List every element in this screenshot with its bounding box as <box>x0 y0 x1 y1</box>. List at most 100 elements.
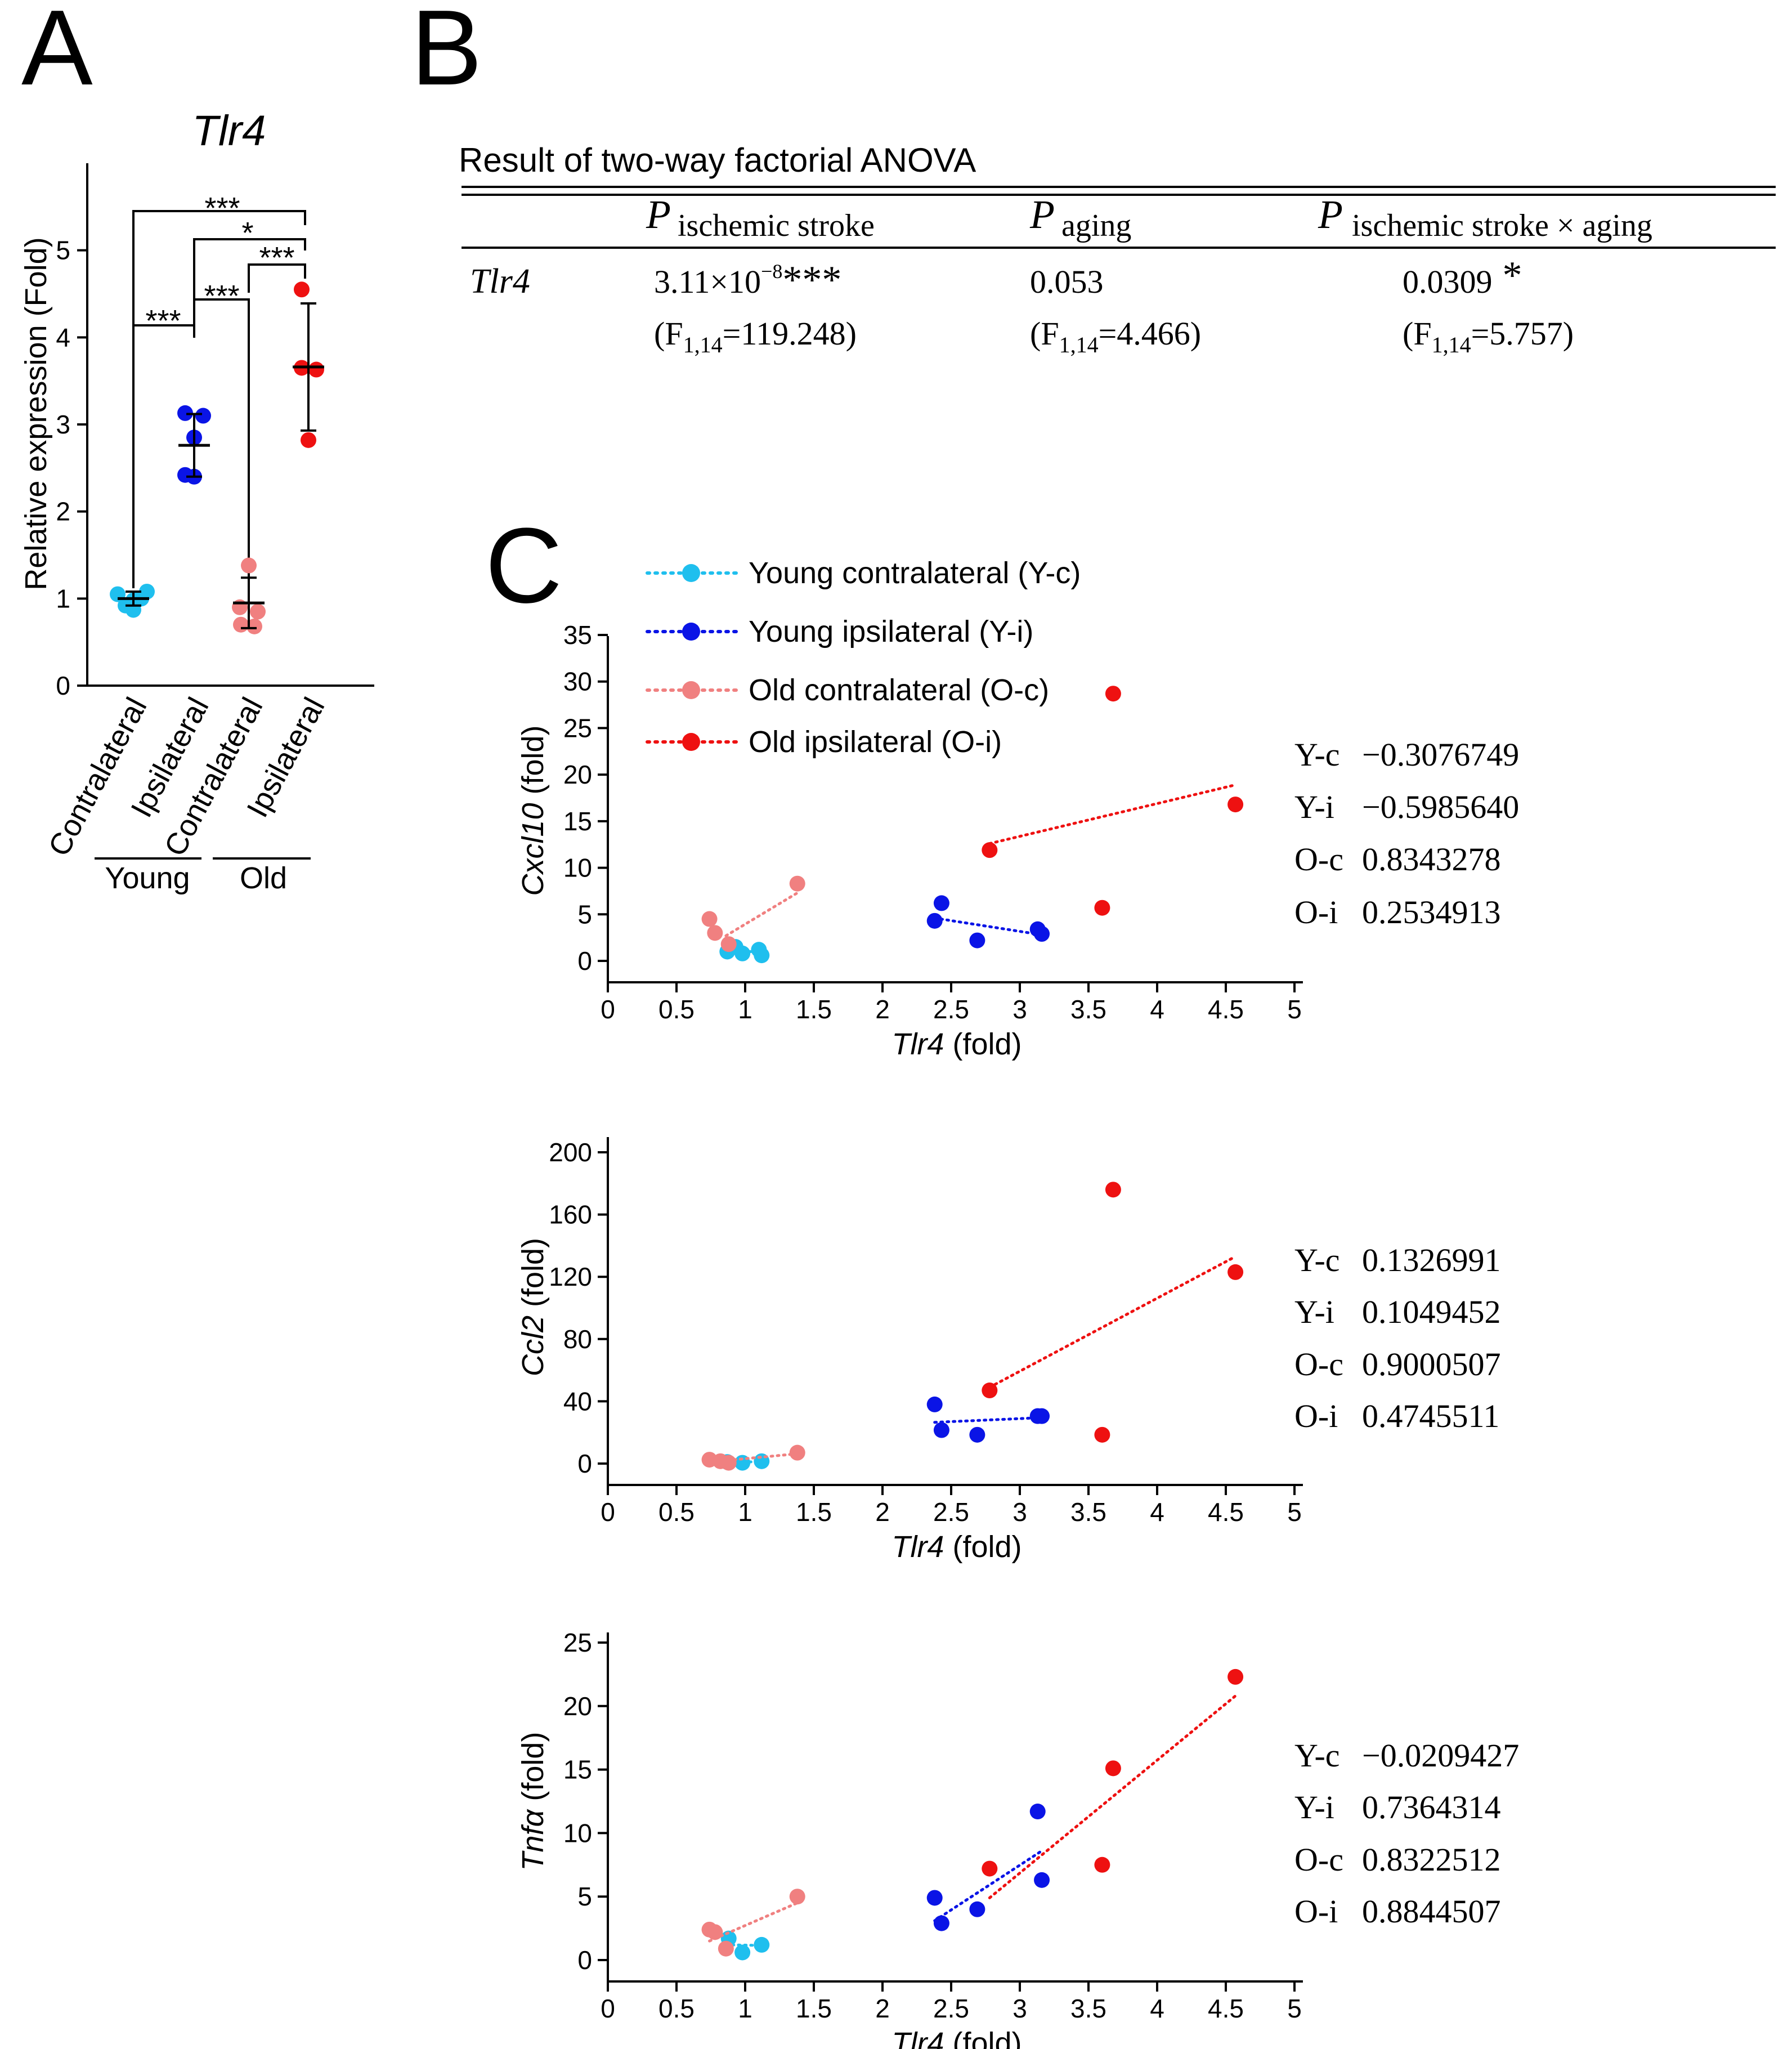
scatter-point-o-c <box>720 936 737 952</box>
scatter-point-o-i <box>1094 1856 1110 1873</box>
scatter-cxcl10: 0 5 10 15 20 25 30 35 0 0.5 1 1.5 2 2.5 3 3.5 4 4.5 5 Tlr4 … <box>516 620 1519 1061</box>
panel-a-points <box>110 281 324 634</box>
scatter-xtick-label: 0 <box>601 995 615 1024</box>
trend-line-y-i <box>933 916 1043 937</box>
scatter-ccl2: 0 40 80 120 160 200 0 0.5 1 1.5 2 2.5 3 3.5 4 4.5 5 Tlr4 … <box>516 1137 1501 1564</box>
scatter-ytick-label: 35 <box>563 620 592 650</box>
corr-label-y-c: Y-c <box>1294 1737 1340 1774</box>
anova-f-interaction: (F1,14=5.757) <box>1403 315 1574 357</box>
legend-label-o-i: Old ipsilateral (O-i) <box>749 725 1002 759</box>
scatter-xtick-label: 3 <box>1013 995 1027 1024</box>
scatter-point-y-i <box>933 895 949 911</box>
scatter-xtick-label: 2.5 <box>933 1994 969 2023</box>
corr-label-y-c: Y-c <box>1294 1242 1340 1278</box>
scatter-xtick-label: 3 <box>1013 1994 1027 2023</box>
corr-value-o-i: 0.2534913 <box>1362 894 1501 930</box>
scatter-xtick-label: 4.5 <box>1208 995 1244 1024</box>
panel-a-axes: 0 1 2 3 4 5 <box>56 163 374 700</box>
scatter-point-y-i <box>1034 926 1050 942</box>
scatter-xtick-label: 5 <box>1287 995 1302 1024</box>
scatter-xtick-label: 2 <box>875 1994 890 2023</box>
scatter-ytick-label: 80 <box>563 1325 592 1354</box>
scatter-ytick-label: 0 <box>577 946 592 976</box>
panel-label-c: C <box>485 506 562 625</box>
anova-f-ischemic-stroke: (F1,14=119.248) <box>654 315 857 357</box>
anova-row-gene: Tlr4 <box>470 262 530 301</box>
scatter-xlabel: Tlr4 (fold) <box>891 1530 1022 1564</box>
panel-a-point-o-i <box>294 281 310 298</box>
scatter-xtick-label: 4 <box>1150 995 1164 1024</box>
legend-marker-y-c <box>682 564 700 582</box>
scatter-point-o-c <box>789 1889 805 1905</box>
scatter-xtick-label: 0 <box>601 1497 615 1527</box>
corr-label-y-i: Y-i <box>1294 1294 1334 1330</box>
corr-value-y-c: 0.1326991 <box>1362 1242 1501 1278</box>
scatter-point-o-i <box>1105 686 1121 702</box>
scatter-point-o-i <box>1105 1182 1121 1198</box>
scatter-point-o-i <box>982 1860 998 1877</box>
scatter-xtick-label: 2.5 <box>933 995 969 1024</box>
anova-p-interaction: 0.0309 * <box>1403 254 1522 300</box>
scatter-xtick-label: 5 <box>1287 1497 1302 1527</box>
scatter-tnfa: 0 5 10 15 20 25 0 0.5 1 1.5 2 2.5 3 3.5 4 4.5 5 Tlr4 (fol… <box>516 1628 1519 2049</box>
panel-label-b: B <box>411 0 482 108</box>
scatter-ytick-label: 5 <box>577 1882 592 1911</box>
scatter-point-y-i <box>926 912 943 929</box>
trend-line-y-i <box>933 1849 1043 1922</box>
scatter-xtick-label: 0.5 <box>658 1994 695 2023</box>
scatter-point-y-c <box>754 947 770 964</box>
sig-young-ipsi-vs-old-ipsi: * <box>241 216 253 250</box>
scatter-ytick-label: 25 <box>563 713 592 742</box>
corr-value-y-i: 0.1049452 <box>1362 1294 1501 1330</box>
scatter-point-o-c <box>789 875 805 892</box>
scatter-point-y-i <box>1029 1804 1046 1820</box>
category-label-young-contralateral: Contralateral <box>42 692 153 861</box>
scatter-point-o-c <box>718 1940 734 1957</box>
scatter-point-y-i <box>969 932 985 949</box>
corr-label-o-c: O-c <box>1294 841 1343 878</box>
trend-line-o-i <box>988 783 1237 845</box>
corr-value-o-c: 0.9000507 <box>1362 1346 1501 1383</box>
scatter-point-o-i <box>982 842 998 858</box>
scatter-point-y-c <box>734 945 751 961</box>
trend-line-o-i <box>988 1255 1237 1389</box>
sig-young-contra-vs-young-ipsi: *** <box>145 304 181 338</box>
scatter-ytick-label: 25 <box>563 1628 592 1657</box>
panel-a: Tlr4 Relative expression (Fold) 0 1 2 3 4 5 *… <box>19 107 374 895</box>
legend-marker-o-c <box>682 681 700 699</box>
panel-a-ytick-label: 0 <box>56 671 70 700</box>
panel-a-point-y-i <box>177 405 193 421</box>
scatter-point-o-i <box>1094 900 1110 916</box>
corr-value-o-c: 0.8322512 <box>1362 1841 1501 1878</box>
scatter-point-o-i <box>1227 1264 1244 1280</box>
trend-line-o-i <box>988 1694 1237 1899</box>
scatter-ytick-label: 15 <box>563 1755 592 1784</box>
panel-a-ytick-label: 4 <box>56 323 70 352</box>
scatter-xtick-label: 1.5 <box>796 1497 832 1527</box>
panel-label-a: A <box>21 0 93 108</box>
scatter-xtick-label: 3.5 <box>1070 1994 1106 2023</box>
scatter-xtick-label: 1.5 <box>796 995 832 1024</box>
panel-a-point-o-c <box>247 618 262 634</box>
scatter-ylabel: Ccl2 (fold) <box>516 1238 550 1376</box>
corr-label-y-c: Y-c <box>1294 736 1340 773</box>
scatter-xtick-label: 0.5 <box>658 995 695 1024</box>
panel-a-ytick-label: 3 <box>56 410 70 439</box>
scatter-xtick-label: 1 <box>738 1497 752 1527</box>
scatter-xlabel: Tlr4 (fold) <box>891 1027 1022 1061</box>
legend-marker-y-i <box>682 623 700 641</box>
trend-line-y-i <box>933 1416 1043 1424</box>
scatter-ytick-label: 15 <box>563 807 592 836</box>
group-label-young: Young <box>105 861 190 895</box>
panel-a-point-o-i <box>308 361 324 378</box>
corr-label-o-c: O-c <box>1294 1346 1343 1383</box>
scatter-xtick-label: 3 <box>1013 1497 1027 1527</box>
scatter-ytick-label: 10 <box>563 853 592 883</box>
scatter-point-y-i <box>933 1422 949 1438</box>
scatter-point-y-i <box>969 1426 985 1443</box>
scatter-axes <box>607 1137 1303 1486</box>
scatter-xtick-label: 1 <box>738 995 752 1024</box>
panel-a-point-o-c <box>233 616 249 633</box>
